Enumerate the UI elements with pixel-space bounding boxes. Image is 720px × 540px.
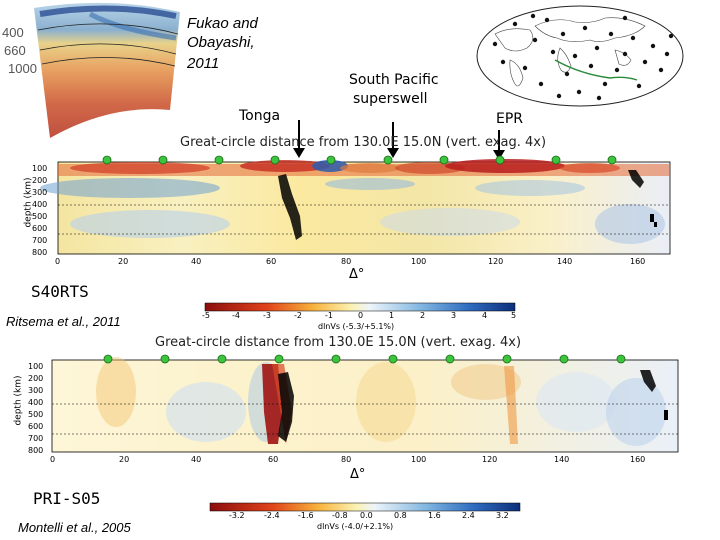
citation-fukao-year: 2011 [187,55,220,72]
panel1-colorbar-gradient [204,302,516,312]
panel2-hotspot-markers [103,354,626,364]
panel2-title: Great-circle distance from 130.0E 15.0N … [155,335,522,350]
panel2-cb-tick: 2.4 [462,511,475,520]
panel2-xtick: 160 [630,455,646,464]
panel2-ytick: 500 [28,410,44,419]
label-epr: EPR [496,111,524,127]
arrow-epr [493,130,505,160]
world-map-graphic [476,5,684,107]
inset-depth-400: 400 [2,25,24,40]
panel1-ytick: 800 [32,248,48,257]
panel1-ytick: 300 [32,188,48,197]
panel1-ytick: 100 [32,164,48,173]
panel1-cb-tick: 1 [389,311,395,320]
panel1-xtick: 80 [341,257,352,266]
panel1-ytick: 700 [32,236,48,245]
panel1-xtick: 140 [557,257,573,266]
panel2-cb-tick: -3.2 [229,511,245,520]
panel1-cb-tick: 4 [482,311,488,320]
panel1-ytick: 200 [32,176,48,185]
panel2-ytick: 200 [28,374,44,383]
panel1-hotspot-markers [102,155,617,165]
panel2-xtick: 60 [268,455,279,464]
panel2-colorbar-label: dlnVs (-4.0/+2.1%) [317,522,394,531]
panel2-citation: Montelli et al., 2005 [18,520,131,535]
panel2-ytick: 300 [28,386,44,395]
panel1-slab-seismicity [278,170,657,240]
panel1-cb-tick: 2 [420,311,426,320]
panel1-ytick: 600 [32,224,48,233]
panel2-colorbar-gradient [209,502,521,512]
panel1-cb-tick: 0 [358,311,364,320]
label-superswell: superswell [353,91,428,107]
panel2-model-label: PRI-S05 [33,489,101,508]
panel1-model-label: S40RTS [31,282,89,301]
panel2-cb-tick: 0.8 [394,511,407,520]
panel2-cb-tick: 1.6 [428,511,441,520]
panel1-cb-tick: -1 [325,311,333,320]
label-tonga: Tonga [239,108,281,124]
citation-fukao-line2: Obayashi, [187,34,255,51]
panel1-xtick: 40 [191,257,202,266]
panel2-cb-tick: -0.8 [332,511,348,520]
panel2-cb-tick: 3.2 [496,511,509,520]
panel2-ytick: 400 [28,398,44,407]
panel1-cb-tick: 3 [451,311,457,320]
panel2-slab-seismicity [278,370,668,442]
world-map [475,4,685,108]
panel2-section: depth (km) 100 200 300 400 500 600 700 8… [13,352,696,484]
panel1-colorbar-label: dlnVs (-5.3/+5.1%) [318,322,395,331]
panel1-xtick: 120 [488,257,504,266]
inset-graphic [34,2,180,138]
panel1-xlabel: Δ° [349,267,365,282]
panel1-xtick: 0 [55,257,61,266]
panel2-ytick: 100 [28,362,44,371]
panel1-colorbar: -5 -4 -3 -2 -1 0 1 2 3 4 5 dlnVs (-5.3/+… [200,300,520,334]
panel2-ytick: 600 [28,422,44,431]
panel2-xlabel: Δ° [350,467,366,482]
panel1-xtick: 160 [630,257,646,266]
panel2-colorbar: -3.2 -2.4 -1.6 -0.8 0.0 0.8 1.6 2.4 3.2 … [205,500,525,534]
panel1-ytick: 500 [32,212,48,221]
panel1-cb-tick: -5 [202,311,210,320]
panel2-graphic [51,354,679,453]
panel1-plot-area [57,161,671,255]
arrows-layer [293,120,505,160]
panel1-cb-tick: 5 [511,311,517,320]
panel1-xtick: 100 [411,257,427,266]
panel1-xtick: 60 [266,257,277,266]
arrow-tonga [293,120,305,158]
panel2-xtick: 120 [482,455,498,464]
panel2-xtick: 40 [191,455,202,464]
panel2-xtick: 20 [119,455,130,464]
panel1-citation: Ritsema et al., 2011 [6,314,121,329]
panel2-ylabel: depth (km) [13,375,24,426]
panel2-cb-tick: 0.0 [360,511,373,520]
arrow-superswell [387,122,399,158]
panel1-cb-tick: -2 [294,311,302,320]
panel2-xtick: 80 [341,455,352,464]
panel1-section: depth (km) 100 200 300 400 500 600 700 8… [24,154,680,284]
panel2-cb-tick: -2.4 [264,511,280,520]
panel1-title: Great-circle distance from 130.0E 15.0N … [180,135,547,150]
inset-depth-1000: 1000 [8,61,37,76]
panel2-ytick: 800 [28,446,44,455]
tomography-inset: 400 660 1000 [0,0,180,140]
label-south-pacific: South Pacific [349,72,439,88]
panel2-xtick: 100 [411,455,427,464]
panel1-graphic [40,155,671,255]
panel2-ytick: 700 [28,434,44,443]
panel1-xtick: 20 [118,257,129,266]
panel2-cb-tick: -1.6 [298,511,314,520]
inset-depth-660: 660 [4,43,26,58]
panel1-cb-tick: -4 [232,311,240,320]
citation-fukao-line1: Fukao and [187,15,258,32]
inset-wedge [34,2,180,138]
panel1-cb-tick: -3 [263,311,271,320]
great-circle-path [554,59,638,81]
hotspot-dots [492,13,674,101]
panel2-xtick: 0 [50,455,56,464]
panel1-ytick: 400 [32,200,48,209]
panel2-xtick: 140 [554,455,570,464]
